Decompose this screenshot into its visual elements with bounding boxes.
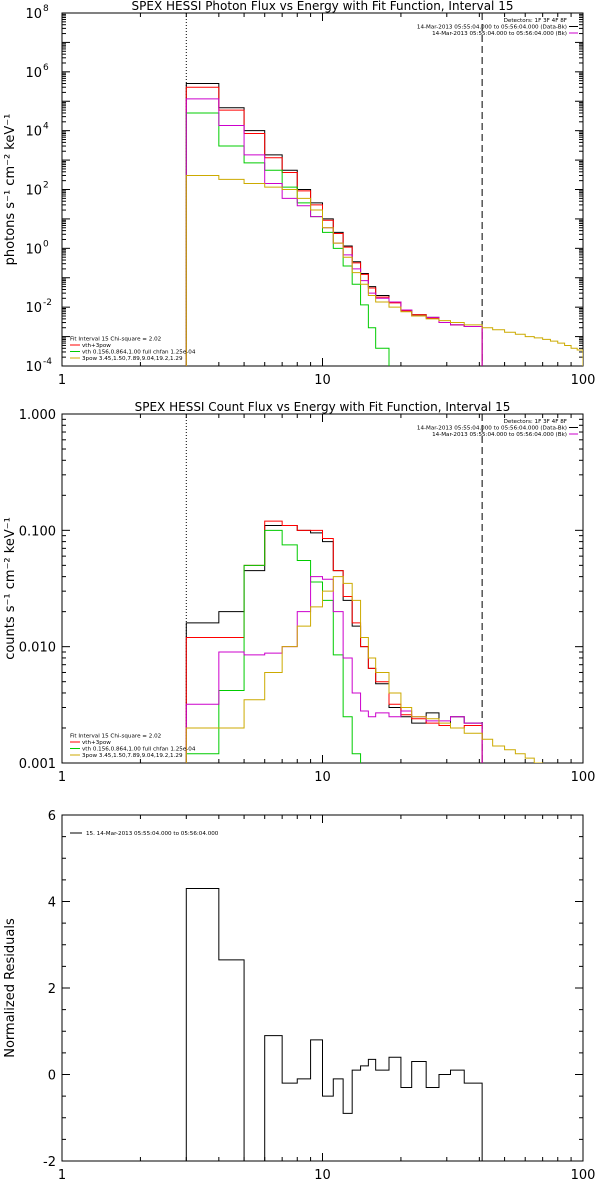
y-axis-label: photons s⁻¹ cm⁻² keV⁻¹ — [3, 114, 18, 266]
count-flux-panel: SPEX HESSI Count Flux vs Energy with Fit… — [3, 400, 595, 785]
series-line-0 — [185, 525, 483, 763]
legend-entry: vth 0.156,0.864,1.00 full chfan 1.25e-04 — [82, 350, 196, 356]
y-axis-label: Normalized Residuals — [3, 918, 18, 1058]
plot-frame — [61, 814, 584, 1162]
y-tick-exponent: 0 — [43, 239, 49, 249]
y-tick-label: 6 — [48, 809, 56, 824]
y-tick-exponent: 6 — [43, 63, 49, 73]
chart-title: SPEX HESSI Photon Flux vs Energy with Fi… — [132, 0, 514, 13]
chart-title: SPEX HESSI Count Flux vs Energy with Fit… — [135, 400, 511, 414]
legend-entry: 14-Mar-2013 05:55:04.000 to 05:56:04.000… — [432, 31, 567, 37]
y-tick-label: 0.100 — [19, 524, 56, 539]
y-axis-label: counts s⁻¹ cm⁻² keV⁻¹ — [3, 517, 18, 660]
y-tick-label: 10 — [25, 242, 42, 257]
legend-entry: 14-Mar-2013 05:55:04.000 to 05:56:04.000… — [417, 25, 567, 31]
x-tick-label: 100 — [571, 373, 596, 388]
residuals-panel: Normalized Residuals 1 10 100 -2 0 2 4 6 15. 14-M… — [3, 809, 595, 1183]
series-line-1 — [185, 86, 483, 366]
x-tick-label: 10 — [314, 373, 331, 388]
series-line-0 — [185, 83, 483, 366]
legend-entry: 3pow 3.45,1.50,7.89,9.04,19.2,1.29 — [82, 356, 183, 362]
x-tick-label: 10 — [314, 770, 331, 785]
y-tick-label: 0.001 — [19, 757, 56, 772]
y-tick-label: -2 — [43, 1155, 56, 1170]
x-tick-label: 10 — [314, 1168, 331, 1183]
x-tick-label: 100 — [571, 770, 596, 785]
legend-entry: Detectors: 1F 3F 4F 8F — [504, 18, 567, 24]
y-tick-label: 10 — [25, 125, 42, 140]
x-tick-label: 1 — [58, 373, 66, 388]
legend-entry: 15. 14-Mar-2013 05:55:04.000 to 05:56:04… — [86, 831, 219, 837]
series-line-2 — [185, 529, 362, 763]
y-tick-label: 10 — [25, 184, 42, 199]
series-line-0 — [185, 888, 483, 1161]
y-tick-label: 2 — [48, 982, 56, 997]
legend-entry: vth+3pow — [82, 343, 111, 349]
series-line-3 — [185, 98, 483, 366]
plot-frame — [61, 12, 584, 367]
y-tick-label: 1.000 — [19, 408, 56, 423]
y-tick-exponent: 2 — [43, 181, 49, 191]
y-tick-label: 10 — [25, 7, 42, 22]
y-tick-label: 0 — [48, 1069, 56, 1084]
y-tick-label: 10 — [25, 360, 42, 375]
legend-entry: vth 0.156,0.864,1.00 full chfan 1.25e-04 — [82, 747, 196, 753]
y-tick-exponent: -4 — [43, 357, 52, 367]
series-line-3 — [185, 576, 483, 763]
legend-entry: vth+3pow — [82, 740, 111, 746]
x-tick-label: 1 — [58, 1168, 66, 1183]
photon-flux-panel: SPEX HESSI Photon Flux vs Energy with Fi… — [3, 0, 595, 388]
x-tick-label: 100 — [571, 1168, 596, 1183]
y-tick-label: 10 — [25, 66, 42, 81]
series-line-4 — [185, 174, 583, 366]
legend-entry: 14-Mar-2013 05:55:04.000 to 05:56:04.000… — [432, 432, 567, 438]
x-tick-label: 1 — [58, 770, 66, 785]
legend-entry: Fit Interval 15 Chi-square = 2.02 — [70, 337, 161, 343]
series-line-2 — [185, 112, 390, 366]
y-tick-exponent: 4 — [43, 122, 49, 132]
y-tick-exponent: 8 — [43, 4, 49, 14]
legend-entry: 3pow 3.45,1.50,7.89,9.04,19.2,1.29 — [82, 753, 183, 759]
y-tick-label: 10 — [25, 301, 42, 316]
series-line-4 — [185, 576, 544, 763]
y-tick-exponent: -2 — [43, 298, 52, 308]
legend-entry: Detectors: 1F 3F 4F 8F — [504, 419, 567, 425]
y-tick-label: 4 — [48, 896, 56, 911]
y-tick-label: 0.010 — [19, 641, 56, 656]
legend-entry: Fit Interval 15 Chi-square = 2.02 — [70, 734, 161, 740]
legend-entry: 14-Mar-2013 05:55:04.000 to 05:56:04.000… — [417, 426, 567, 432]
